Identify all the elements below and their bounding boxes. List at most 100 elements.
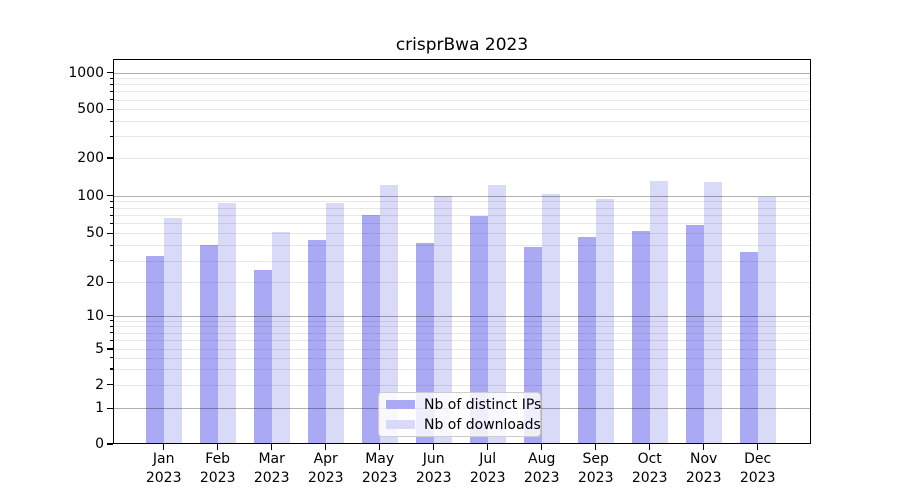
x-tick-label: Oct 2023 (623, 450, 677, 488)
y-minor-tick-mark (109, 207, 113, 209)
y-tick-label: 20 (86, 274, 104, 291)
y-minor-tick-mark (109, 222, 113, 225)
y-tick-label: 2 (95, 376, 104, 393)
x-tick-label: Mar 2023 (245, 450, 299, 488)
gridline-minor (113, 215, 811, 216)
bar-downloads (649, 181, 668, 444)
bar-downloads (379, 185, 398, 444)
legend-label: Nb of downloads (424, 416, 541, 433)
x-tick-month: Jan (152, 451, 175, 467)
bar-distinct-ips (361, 215, 380, 444)
x-tick-mark (757, 444, 759, 450)
y-tick-label: 50 (86, 225, 104, 242)
x-tick-month: Apr (313, 451, 338, 467)
y-tick-mark (107, 315, 113, 317)
x-tick-year: 2023 (145, 470, 182, 486)
y-minor-tick-mark (109, 281, 113, 283)
gridline-minor (113, 207, 811, 209)
bar-distinct-ips (739, 252, 758, 444)
y-minor-tick-mark (109, 339, 113, 341)
y-minor-tick-mark (109, 200, 113, 203)
x-tick-year: 2023 (523, 470, 560, 486)
x-tick-year: 2023 (253, 470, 290, 486)
bar-distinct-ips (253, 270, 272, 444)
gridline-minor (113, 260, 811, 262)
legend-item-distinct-ips: Nb of distinct IPs (386, 397, 541, 413)
x-tick-month: Jun (422, 451, 445, 467)
bar-distinct-ips (469, 215, 488, 444)
y-minor-tick-mark (109, 384, 113, 386)
x-tick-label: Jan 2023 (137, 450, 191, 488)
y-tick-label: 5 (95, 341, 104, 357)
legend: Nb of distinct IPs Nb of downloads (378, 392, 541, 437)
gridline-minor (113, 326, 811, 328)
x-tick-label: Nov 2023 (677, 450, 731, 488)
gridline-minor (113, 282, 811, 284)
x-tick-year: 2023 (415, 470, 452, 486)
y-tick-mark (107, 195, 113, 197)
gridline-minor (113, 91, 811, 93)
gridline-minor (113, 99, 811, 101)
y-tick-label: 1000 (68, 64, 104, 81)
x-tick-mark (379, 444, 381, 450)
gridline-minor (113, 368, 811, 370)
x-tick-year: 2023 (469, 470, 506, 486)
x-tick-month: Aug (528, 451, 556, 467)
x-tick-year: 2023 (631, 470, 668, 486)
x-tick-label: May 2023 (353, 450, 407, 488)
gridline-minor (113, 78, 811, 80)
bar-downloads (541, 194, 560, 444)
gridline-minor (113, 233, 811, 235)
x-tick-month: Jul (479, 451, 497, 467)
gridline-minor (113, 245, 811, 247)
x-tick-label: Apr 2023 (299, 450, 353, 488)
bar-downloads (487, 185, 506, 444)
x-tick-mark (217, 444, 219, 450)
y-tick-label: 500 (77, 101, 104, 118)
x-tick-year: 2023 (307, 470, 344, 486)
y-tick-label: 0 (95, 436, 104, 452)
gridline-major (113, 72, 811, 74)
x-tick-label: Sep 2023 (569, 450, 623, 488)
x-tick-label: Jul 2023 (461, 450, 515, 488)
y-minor-tick-mark (109, 108, 113, 110)
bar-distinct-ips (685, 225, 704, 444)
y-minor-tick-mark (109, 120, 113, 122)
y-minor-tick-mark (109, 83, 113, 85)
x-tick-mark (325, 444, 327, 450)
bar-downloads (433, 195, 452, 444)
x-tick-mark (649, 444, 651, 450)
gridline-major (113, 195, 811, 197)
bar-downloads (325, 202, 344, 444)
y-tick-mark (107, 71, 113, 74)
y-minor-tick-mark (109, 325, 113, 328)
bar-distinct-ips (199, 245, 218, 444)
x-tick-label: Aug 2023 (515, 450, 569, 488)
y-minor-tick-mark (109, 99, 113, 101)
x-tick-year: 2023 (361, 470, 398, 486)
y-tick-label: 200 (77, 150, 104, 166)
gridline-minor (113, 384, 811, 386)
legend-swatch-downloads (386, 420, 415, 429)
y-minor-tick-mark (109, 357, 113, 359)
y-minor-tick-mark (109, 244, 113, 246)
y-minor-tick-mark (109, 348, 113, 350)
y-minor-tick-mark (109, 368, 113, 370)
x-tick-year: 2023 (199, 470, 236, 486)
bar-distinct-ips (307, 240, 326, 444)
x-tick-mark (541, 444, 543, 450)
y-tick-label: 1 (95, 400, 104, 417)
legend-item-downloads: Nb of downloads (386, 416, 541, 433)
x-tick-label: Jun 2023 (407, 450, 461, 488)
y-minor-tick-mark (109, 157, 113, 159)
gridline-major (113, 315, 811, 317)
plot-area (113, 59, 811, 444)
x-tick-mark (595, 444, 597, 450)
x-tick-month: May (365, 451, 395, 467)
y-minor-tick-mark (109, 320, 113, 322)
bar-downloads (595, 198, 614, 444)
x-tick-mark (703, 444, 705, 450)
chart-title: crisprBwa 2023 (395, 35, 529, 55)
bar-distinct-ips (631, 231, 650, 444)
